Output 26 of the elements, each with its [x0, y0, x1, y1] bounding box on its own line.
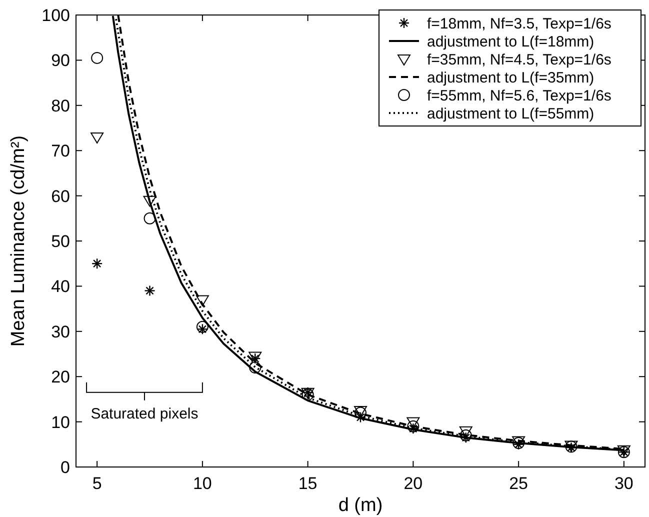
legend-label: adjustment to L(f=18mm)	[427, 34, 594, 50]
y-tick-label: 100	[42, 6, 70, 25]
legend-label: adjustment to L(f=35mm)	[427, 70, 594, 86]
x-tick-label: 5	[92, 474, 102, 493]
y-tick-label: 80	[51, 96, 70, 116]
x-axis-title: d (m)	[338, 495, 383, 516]
x-tick-label: 10	[192, 474, 212, 493]
y-tick-label: 90	[51, 51, 70, 70]
legend-label: f=18mm, Nf=3.5, Texp=1/6s	[427, 16, 612, 32]
y-axis-title: Mean Luminance (cd/m²)	[8, 135, 29, 347]
y-tick-label: 40	[51, 277, 70, 296]
annotation: Saturated pixels	[90, 405, 198, 422]
y-tick-label: 0	[60, 458, 70, 477]
x-tick-label: 15	[298, 474, 318, 493]
legend-label: adjustment to L(f=55mm)	[427, 106, 594, 122]
x-tick-label: 20	[404, 474, 423, 493]
y-tick-label: 30	[51, 322, 70, 342]
y-tick-label: 70	[51, 142, 70, 161]
y-tick-label: 20	[51, 368, 70, 387]
legend-label: f=55mm, Nf=5.6, Texp=1/6s	[427, 88, 612, 104]
y-tick-label: 60	[51, 186, 70, 206]
x-tick-label: 30	[614, 474, 634, 493]
y-tick-label: 50	[51, 232, 70, 251]
y-tick-label: 10	[51, 412, 70, 432]
x-tick-label: 25	[509, 474, 528, 493]
legend-label: f=35mm, Nf=4.5, Texp=1/6s	[427, 52, 612, 68]
